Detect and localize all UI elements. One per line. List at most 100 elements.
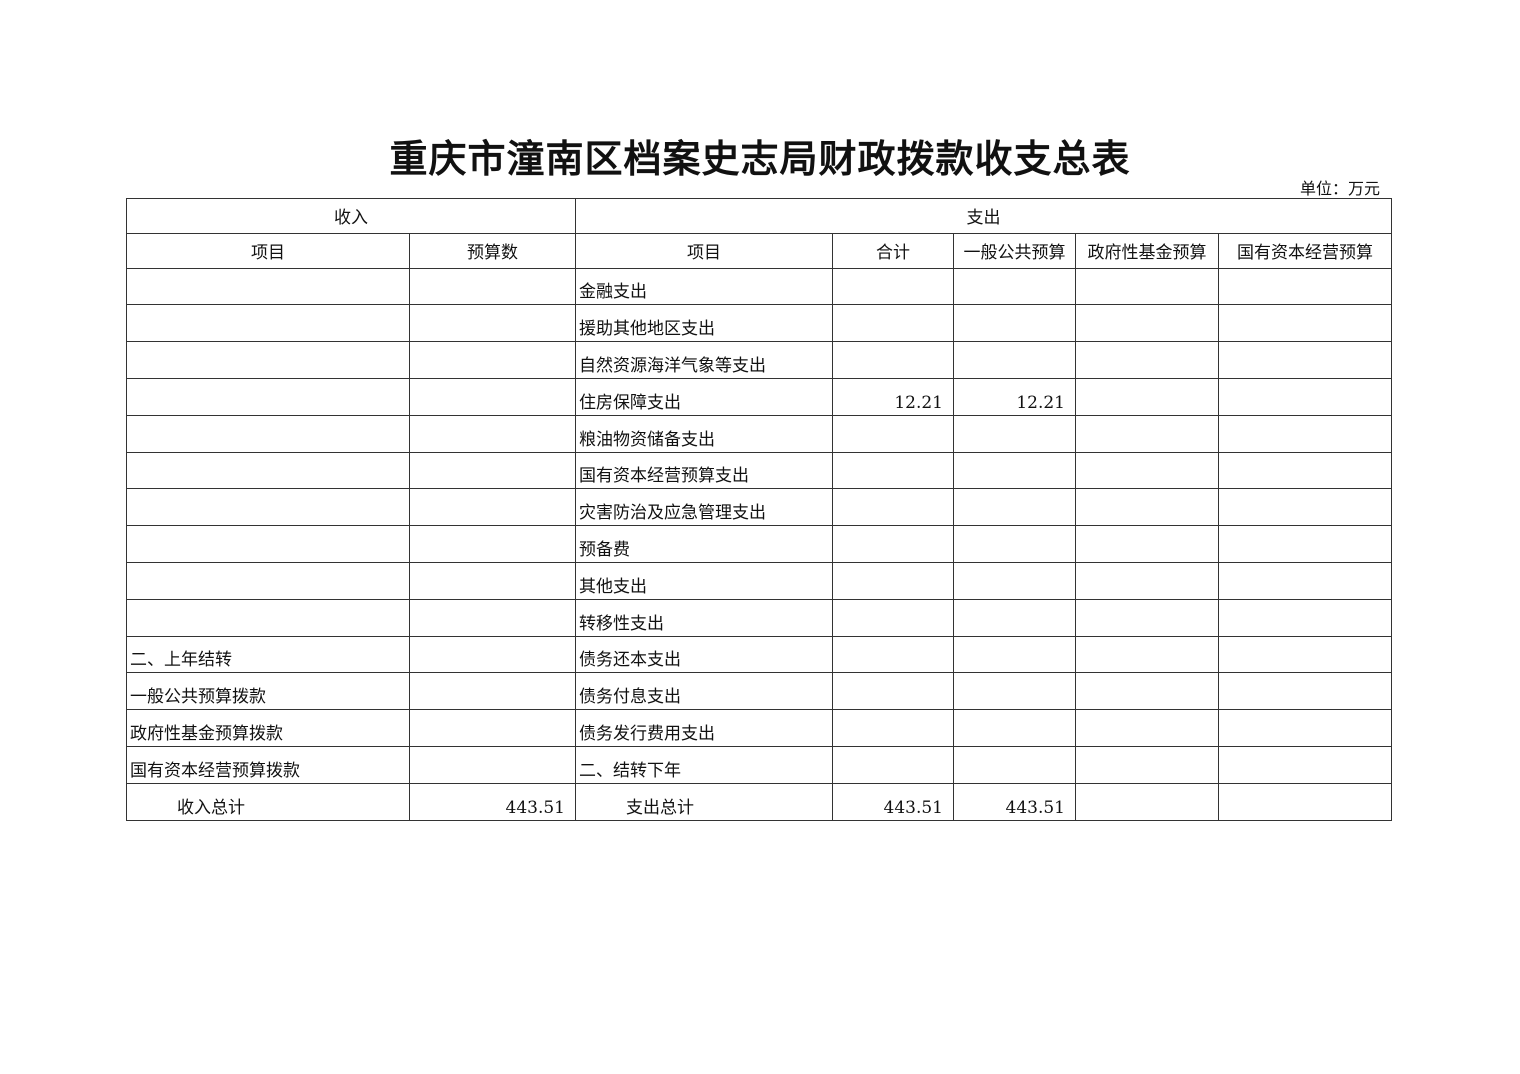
table-cell: [1218, 672, 1392, 711]
table-cell: 443.51: [832, 782, 954, 821]
col-header: 政府性基金预算: [1075, 232, 1219, 269]
table-row: 预备费: [126, 525, 1392, 563]
table-cell: [832, 525, 954, 563]
table-cell: 自然资源海洋气象等支出: [575, 341, 833, 379]
table-cell: [409, 267, 576, 306]
table-cell: [1075, 745, 1219, 784]
table-cell: [1218, 341, 1392, 379]
table-cell: [1218, 745, 1392, 784]
table-cell: [126, 488, 410, 527]
table-cell: [953, 709, 1076, 747]
table-cell: 债务付息支出: [575, 672, 833, 711]
table-cell: [126, 598, 410, 637]
table-cell: [1075, 341, 1219, 379]
col-header: 国有资本经营预算: [1218, 232, 1392, 269]
table-cell: [409, 414, 576, 453]
table-row: 国有资本经营预算拨款 二、结转下年: [126, 745, 1392, 784]
table-row: 住房保障支出 12.21 12.21: [126, 377, 1392, 416]
table-cell: [409, 377, 576, 416]
table-cell: [409, 598, 576, 637]
table-cell: [409, 525, 576, 563]
table-cell: [1218, 635, 1392, 674]
table-cell: 债务还本支出: [575, 635, 833, 674]
table-cell: [1075, 488, 1219, 527]
table-cell: [1075, 414, 1219, 453]
table-cell: [409, 709, 576, 747]
table-row: 一般公共预算拨款 债务付息支出: [126, 672, 1392, 711]
table-cell: [126, 414, 410, 453]
table-cell: [1218, 561, 1392, 600]
table-cell: 12.21: [953, 377, 1076, 416]
table-cell: [953, 635, 1076, 674]
table-cell: [126, 267, 410, 306]
table-cell: [953, 561, 1076, 600]
table-cell: [1218, 782, 1392, 821]
table-cell: [1075, 635, 1219, 674]
table-row: 援助其他地区支出: [126, 304, 1392, 343]
table-cell: [953, 341, 1076, 379]
table-cell: [1075, 525, 1219, 563]
table-cell: [832, 341, 954, 379]
table-cell: [1075, 304, 1219, 343]
table-cell: 443.51: [953, 782, 1076, 821]
table-cell: [1218, 451, 1392, 490]
table-cell: [1075, 598, 1219, 637]
col-header: 合计: [832, 232, 954, 269]
table-cell: [409, 341, 576, 379]
budget-table: 收入 支出 项目 预算数 项目 合计 一般公共预算 政府性基金预算 国有资本经营…: [126, 198, 1392, 821]
table-cell: 金融支出: [575, 267, 833, 306]
table-cell: [953, 488, 1076, 527]
table-cell: [1218, 414, 1392, 453]
table-cell: [1218, 525, 1392, 563]
col-header: 预算数: [409, 232, 576, 269]
income-header: 收入: [126, 198, 576, 234]
table-cell: [832, 635, 954, 674]
table-cell: [1218, 488, 1392, 527]
table-cell: [409, 635, 576, 674]
table-cell: 支出总计: [575, 782, 833, 821]
table-cell: 灾害防治及应急管理支出: [575, 488, 833, 527]
table-cell: [832, 561, 954, 600]
table-row: 政府性基金预算拨款 债务发行费用支出: [126, 709, 1392, 747]
table-cell: 二、上年结转: [126, 635, 410, 674]
table-cell: [1075, 267, 1219, 306]
table-cell: 443.51: [409, 782, 576, 821]
table-cell: [832, 672, 954, 711]
table-cell: 收入总计: [126, 782, 410, 821]
table-cell: [126, 304, 410, 343]
table-cell: [1075, 377, 1219, 416]
table-cell: 国有资本经营预算拨款: [126, 745, 410, 784]
table-cell: [1218, 304, 1392, 343]
table-cell: [832, 414, 954, 453]
table-cell: [832, 267, 954, 306]
table-cell: [1075, 451, 1219, 490]
table-cell: [832, 304, 954, 343]
table-cell: [409, 672, 576, 711]
col-header: 一般公共预算: [953, 232, 1076, 269]
table-cell: [1218, 377, 1392, 416]
page-title: 重庆市潼南区档案史志局财政拨款收支总表: [389, 136, 1131, 181]
table-cell: 政府性基金预算拨款: [126, 709, 410, 747]
table-cell: 12.21: [832, 377, 954, 416]
table-cell: [126, 561, 410, 600]
header-row-columns: 项目 预算数 项目 合计 一般公共预算 政府性基金预算 国有资本经营预算: [126, 232, 1392, 269]
unit-label: 单位：万元: [1299, 179, 1380, 198]
table-cell: 其他支出: [575, 561, 833, 600]
table-cell: [1075, 561, 1219, 600]
table-cell: 债务发行费用支出: [575, 709, 833, 747]
table-cell: [832, 709, 954, 747]
table-cell: [1075, 782, 1219, 821]
table-cell: [953, 414, 1076, 453]
table-cell: [409, 745, 576, 784]
table-cell: 粮油物资储备支出: [575, 414, 833, 453]
table-cell: 一般公共预算拨款: [126, 672, 410, 711]
table-cell: [953, 267, 1076, 306]
table-row: 自然资源海洋气象等支出: [126, 341, 1392, 379]
table-cell: [953, 598, 1076, 637]
table-row: 收入总计 443.51 支出总计 443.51 443.51: [126, 782, 1392, 821]
table-cell: [1218, 267, 1392, 306]
table-cell: [126, 525, 410, 563]
table-cell: [126, 451, 410, 490]
table-cell: [409, 451, 576, 490]
table-cell: [953, 672, 1076, 711]
